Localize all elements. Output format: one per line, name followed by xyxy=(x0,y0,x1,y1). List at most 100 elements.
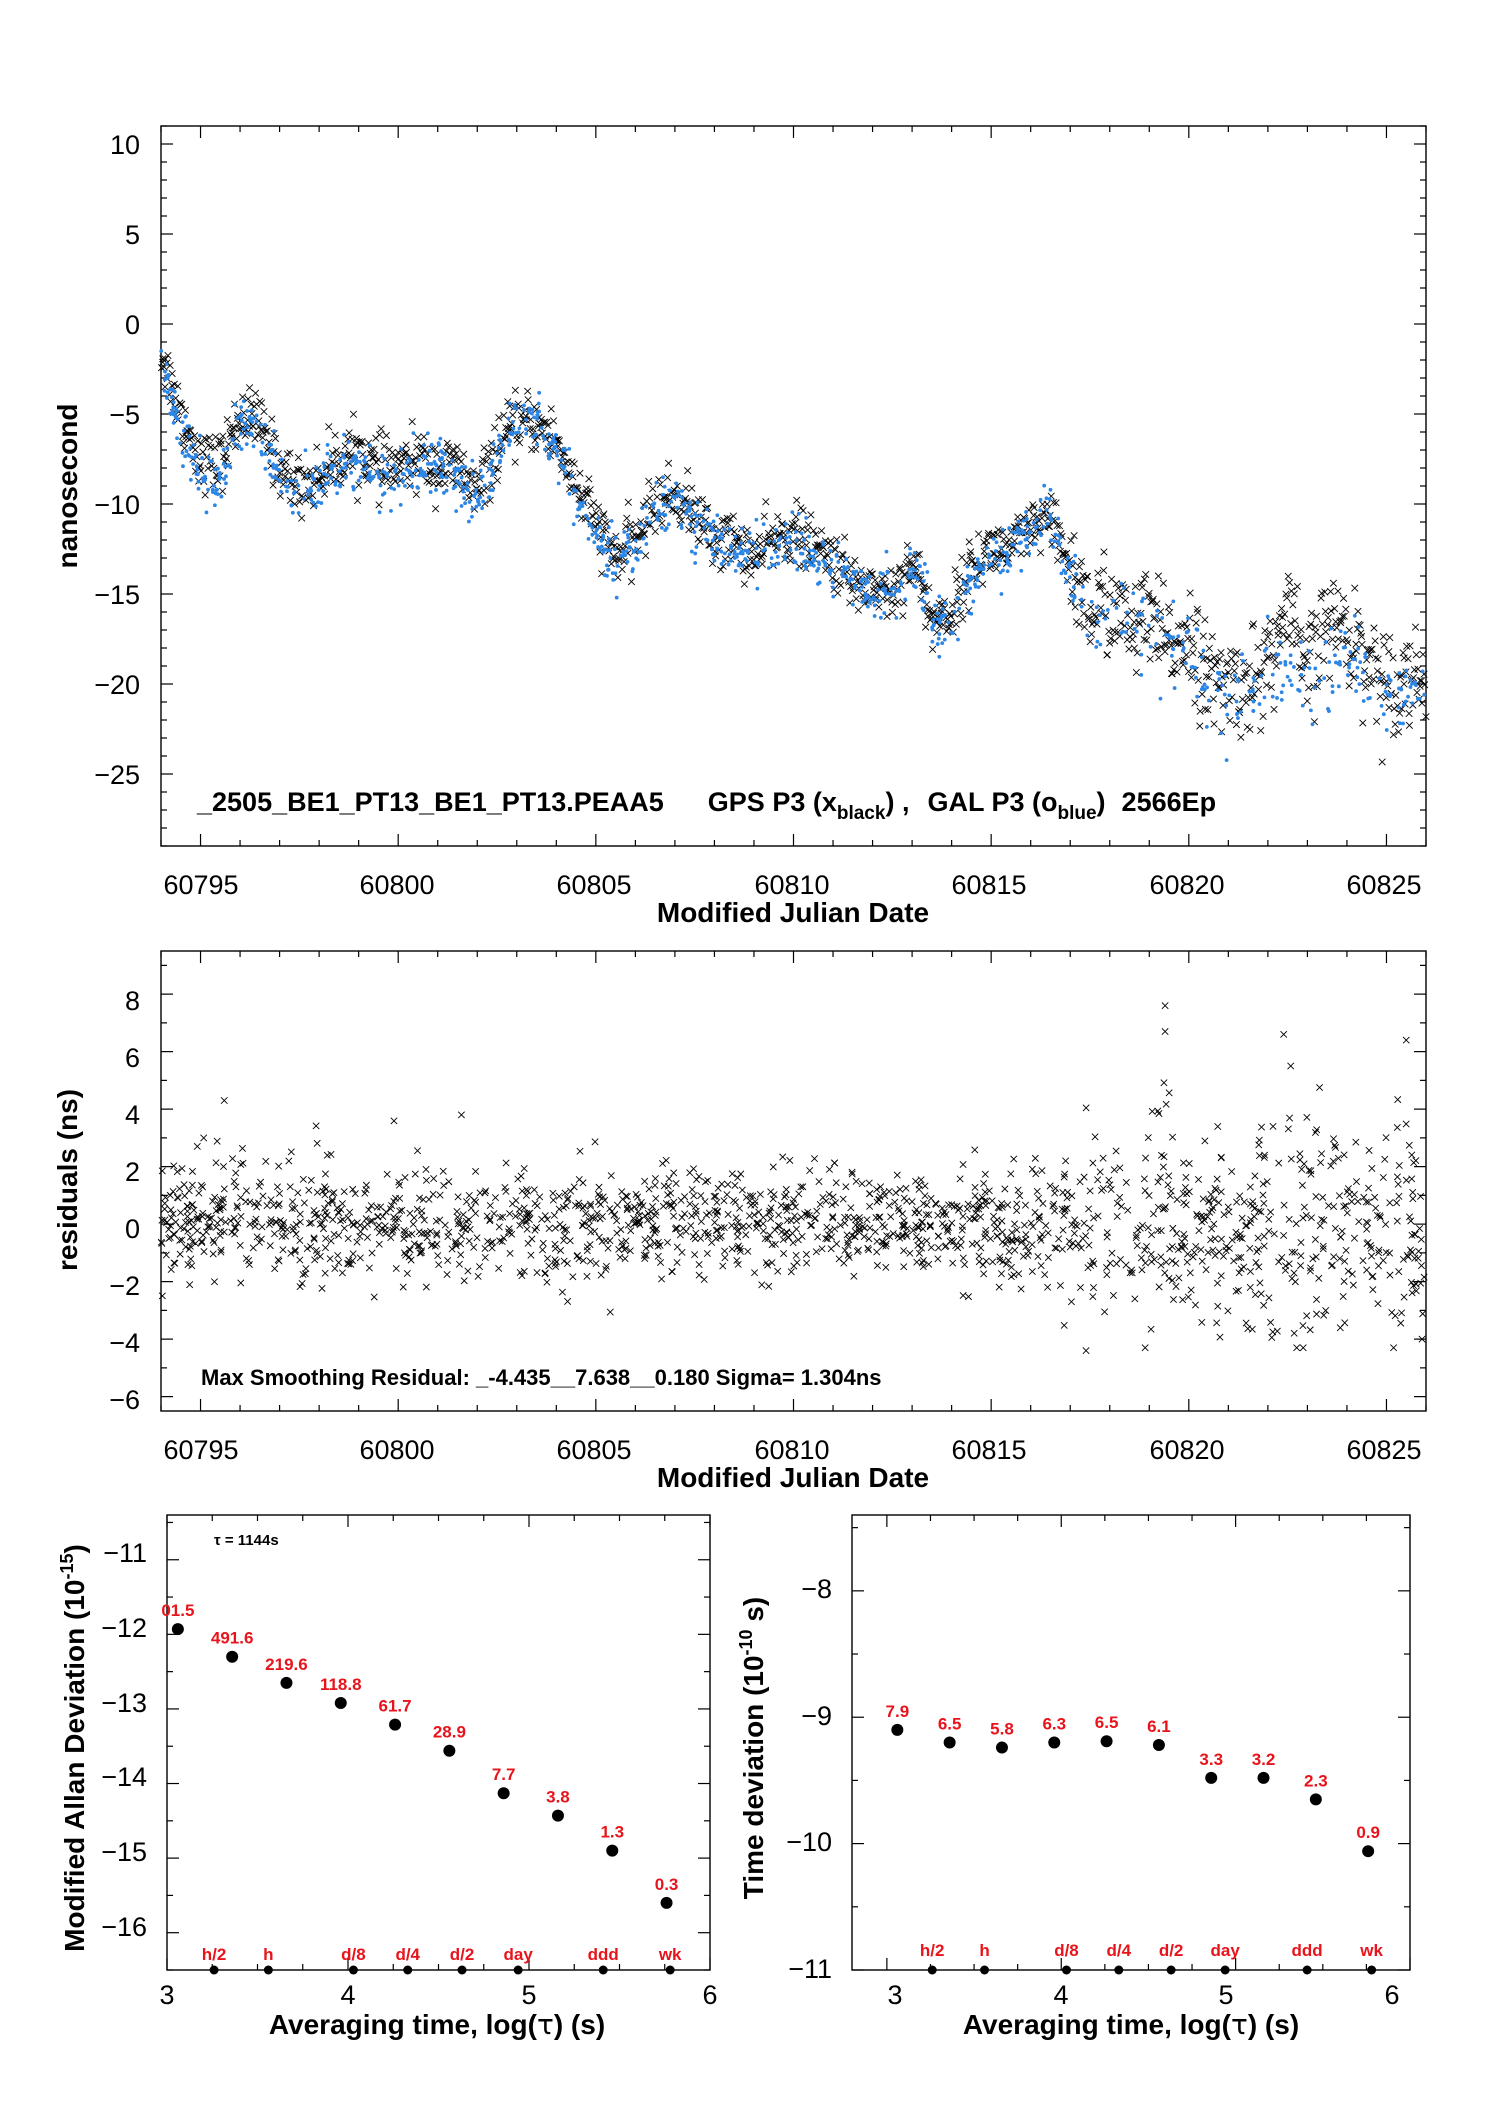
blue-o-point xyxy=(1307,666,1312,670)
blue-o-point xyxy=(159,349,164,353)
black-x-point xyxy=(524,396,532,404)
residual-x-point xyxy=(1386,1249,1394,1257)
blue-o-point xyxy=(474,504,479,509)
residual-x-point xyxy=(1037,1262,1045,1270)
blue-o-point xyxy=(180,451,185,455)
residual-x-point xyxy=(728,1170,736,1178)
residual-x-point xyxy=(1365,1184,1373,1192)
black-x-point xyxy=(254,431,262,439)
residual-x-point xyxy=(481,1245,489,1253)
deviation-point xyxy=(1100,1735,1113,1748)
residual-x-point xyxy=(881,1223,889,1231)
residual-x-point xyxy=(731,1181,739,1189)
black-x-point xyxy=(1210,720,1218,728)
blue-o-point xyxy=(695,520,700,525)
blue-o-point xyxy=(561,447,565,452)
blue-o-point xyxy=(1068,575,1072,580)
blue-o-point xyxy=(1337,660,1342,664)
residual-x-point xyxy=(321,1269,329,1277)
blue-o-point xyxy=(1403,699,1408,704)
residual-x-point xyxy=(198,1239,206,1247)
blue-o-point xyxy=(1401,702,1406,707)
black-x-point xyxy=(1226,647,1235,655)
blue-o-point xyxy=(463,465,468,469)
residual-x-point xyxy=(1355,1218,1363,1226)
residual-x-point xyxy=(774,1267,782,1275)
residual-x-point xyxy=(170,1162,178,1170)
blue-o-point xyxy=(188,446,193,451)
black-x-point xyxy=(1371,637,1379,645)
residual-x-point xyxy=(465,1237,473,1245)
residual-x-point xyxy=(873,1237,881,1245)
blue-o-point xyxy=(1397,721,1402,726)
black-x-point xyxy=(632,520,640,529)
blue-o-point xyxy=(454,509,459,514)
residual-x-point xyxy=(410,1240,418,1248)
plot-frame xyxy=(851,1514,1411,1971)
residual-x-point xyxy=(739,1222,747,1230)
blue-o-point xyxy=(522,403,526,408)
residual-x-point xyxy=(731,1198,739,1206)
blue-o-point xyxy=(421,453,426,458)
black-x-point xyxy=(618,565,626,573)
time-marker-dot xyxy=(209,1965,219,1975)
residual-x-point xyxy=(1255,1136,1263,1144)
blue-o-point xyxy=(1288,660,1293,665)
residual-x-point xyxy=(1415,1247,1423,1255)
blue-o-point xyxy=(1217,677,1222,681)
residual-x-point xyxy=(1248,1325,1256,1333)
black-x-point xyxy=(1198,690,1206,698)
blue-o-point xyxy=(524,427,528,432)
black-x-point xyxy=(909,561,917,569)
black-x-point xyxy=(1345,682,1353,690)
blue-o-point xyxy=(235,416,240,421)
blue-o-point xyxy=(1007,526,1012,530)
residual-x-point xyxy=(1094,1212,1102,1220)
blue-o-point xyxy=(1276,652,1281,657)
blue-o-point xyxy=(802,559,807,564)
black-x-point xyxy=(925,584,933,592)
blue-o-point xyxy=(967,611,972,615)
black-x-point xyxy=(185,435,194,443)
blue-o-point xyxy=(876,587,881,592)
blue-o-point xyxy=(621,550,626,555)
residual-x-point xyxy=(713,1208,721,1216)
blue-o-point xyxy=(1278,660,1283,665)
black-x-point xyxy=(892,570,900,578)
blue-o-point xyxy=(203,478,207,482)
residual-x-point xyxy=(1199,1195,1207,1203)
residual-x-point xyxy=(523,1225,531,1233)
residual-x-point xyxy=(1346,1190,1354,1198)
time-marker-label: wk xyxy=(1359,1941,1383,1960)
time-marker-dot xyxy=(980,1965,990,1975)
residual-x-point xyxy=(1329,1157,1337,1165)
blue-o-point xyxy=(1338,662,1343,667)
residual-x-point xyxy=(482,1187,490,1195)
residual-x-point xyxy=(595,1233,603,1241)
blue-o-point xyxy=(820,540,825,544)
blue-o-point xyxy=(686,505,691,510)
residual-x-point xyxy=(1260,1199,1268,1207)
blue-o-point xyxy=(994,540,999,545)
residual-x-point xyxy=(585,1222,593,1230)
residual-x-point xyxy=(934,1211,942,1219)
black-x-point xyxy=(623,514,631,522)
black-x-point xyxy=(929,609,938,618)
residual-x-point xyxy=(1299,1322,1307,1330)
residual-x-point xyxy=(531,1226,539,1234)
black-x-point xyxy=(1339,594,1348,602)
blue-o-point xyxy=(367,470,372,475)
blue-o-point xyxy=(536,401,541,406)
residual-x-point xyxy=(1082,1232,1090,1240)
residual-x-point xyxy=(563,1260,571,1268)
blue-o-point xyxy=(463,501,468,506)
black-x-point xyxy=(1412,651,1420,659)
residual-x-point xyxy=(978,1194,986,1202)
residual-x-point xyxy=(923,1201,931,1209)
x-tick-label: 60815 xyxy=(951,870,1026,900)
residual-x-point xyxy=(582,1210,590,1218)
black-x-point xyxy=(1248,622,1256,630)
black-x-point xyxy=(767,532,775,540)
blue-o-point xyxy=(1061,568,1066,573)
residual-x-point xyxy=(429,1190,437,1198)
